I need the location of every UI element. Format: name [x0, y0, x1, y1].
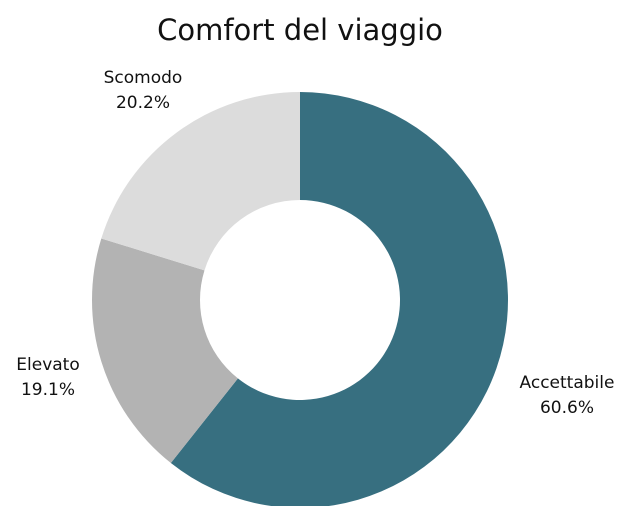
donut-slice	[170, 92, 508, 506]
slice-label: Accettabile	[520, 373, 615, 393]
donut-slice	[91, 238, 238, 464]
slice-value-label: 20.2%	[116, 93, 170, 113]
donut-slice	[101, 92, 300, 271]
chart-title: Comfort del viaggio	[157, 13, 443, 47]
slice-value-label: 19.1%	[21, 380, 75, 400]
slice-label: Scomodo	[104, 68, 183, 88]
slice-value-label: 60.6%	[540, 398, 594, 418]
slice-label: Elevato	[16, 355, 79, 375]
